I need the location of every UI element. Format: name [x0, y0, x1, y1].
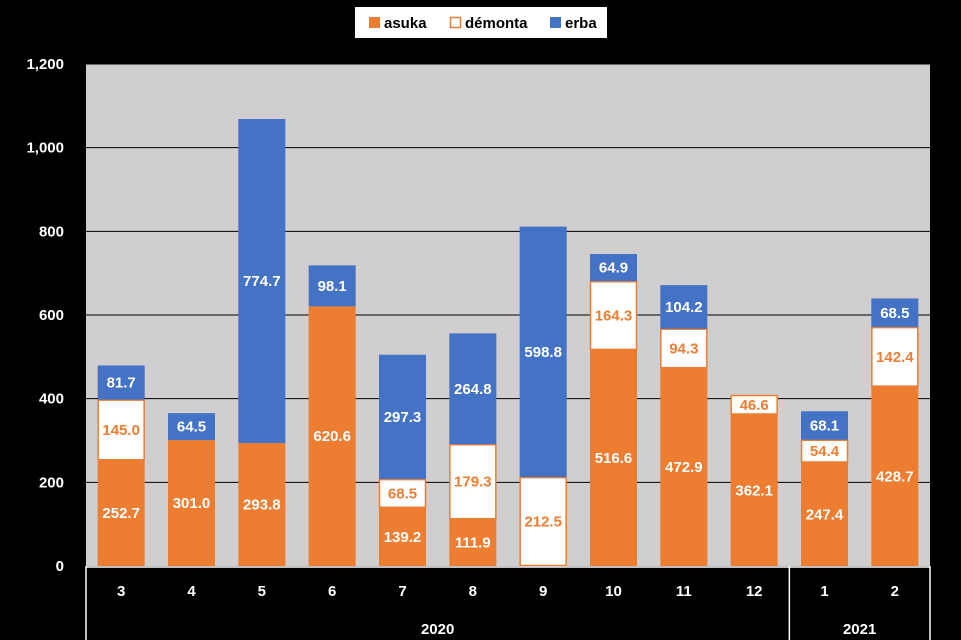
bar-erba-5	[238, 119, 286, 444]
bar-asuka-11	[660, 368, 708, 566]
bar-démonta-2	[871, 326, 919, 387]
y-tick-label-200: 200	[39, 474, 64, 491]
bar-démonta-3	[97, 399, 145, 461]
data-label-erba-4: 64.5	[177, 419, 206, 436]
legend-box	[355, 7, 607, 38]
data-label-démonta-7: 68.5	[388, 485, 417, 502]
data-label-asuka-12: 362.1	[735, 482, 773, 499]
data-label-erba-6: 98.1	[318, 278, 347, 295]
year-label-2021: 2021	[843, 621, 876, 638]
data-label-asuka-5: 293.8	[243, 497, 281, 514]
data-label-démonta-11: 94.3	[669, 340, 698, 357]
legend-swatch-erba	[550, 17, 561, 28]
data-label-démonta-8: 179.3	[454, 474, 492, 491]
data-label-asuka-1: 247.4	[806, 506, 844, 523]
bar-démonta-1	[800, 439, 849, 463]
bar-démonta-11	[660, 328, 708, 369]
data-label-erba-2: 68.5	[880, 305, 909, 322]
data-label-démonta-9: 212.5	[524, 514, 562, 531]
x-tick-label-8: 8	[469, 583, 477, 600]
x-tick-label-10: 10	[605, 583, 622, 600]
data-label-démonta-2: 142.4	[876, 349, 914, 366]
year-label-2020: 2020	[421, 621, 454, 638]
bar-asuka-4	[168, 440, 215, 566]
legend-swatch-asuka	[369, 17, 380, 28]
legend-label-démonta: démonta	[465, 15, 528, 32]
bar-erba-10	[590, 254, 637, 282]
bar-asuka-6	[308, 306, 356, 566]
x-tick-label-9: 9	[539, 583, 547, 600]
data-label-démonta-1: 54.4	[810, 443, 840, 460]
data-label-erba-11: 104.2	[665, 299, 703, 316]
data-label-asuka-3: 252.7	[102, 505, 140, 522]
y-tick-label-400: 400	[39, 391, 64, 408]
bar-démonta-8	[449, 443, 497, 520]
data-label-asuka-7: 139.2	[384, 529, 422, 546]
data-label-erba-5: 774.7	[243, 273, 281, 290]
y-tick-label-1200: 1,200	[26, 56, 64, 73]
data-label-erba-3: 81.7	[107, 375, 136, 392]
bar-erba-7	[379, 354, 426, 480]
data-label-asuka-6: 620.6	[313, 428, 351, 445]
x-tick-label-5: 5	[258, 583, 266, 600]
data-label-asuka-2: 428.7	[876, 468, 914, 485]
data-label-erba-7: 297.3	[384, 409, 422, 426]
bar-erba-8	[449, 333, 497, 445]
bar-asuka-1	[801, 462, 848, 566]
bar-erba-4	[168, 413, 215, 441]
bar-démonta-7	[378, 478, 427, 509]
x-tick-label-2: 2	[891, 583, 899, 600]
bar-asuka-5	[238, 443, 286, 566]
bar-erba-9	[519, 226, 567, 478]
y-tick-label-600: 600	[39, 307, 64, 324]
bar-erba-3	[97, 365, 145, 400]
data-label-erba-10: 64.9	[599, 260, 628, 277]
data-label-asuka-10: 516.6	[595, 450, 633, 467]
x-tick-label-3: 3	[117, 583, 125, 600]
bar-erba-6	[308, 265, 356, 307]
legend-label-erba: erba	[565, 15, 597, 32]
bar-asuka-2	[871, 386, 919, 566]
x-tick-label-1: 1	[820, 583, 828, 600]
x-tick-label-12: 12	[746, 583, 763, 600]
y-tick-label-0: 0	[56, 558, 64, 575]
data-label-démonta-12: 46.6	[740, 397, 769, 414]
bar-erba-1	[801, 411, 848, 440]
data-label-asuka-4: 301.0	[173, 495, 211, 512]
data-label-asuka-8: 111.9	[455, 535, 491, 552]
bar-démonta-12	[730, 394, 778, 415]
data-label-erba-9: 598.8	[524, 344, 562, 361]
legend-label-asuka: asuka	[384, 15, 427, 32]
x-tick-label-4: 4	[187, 583, 196, 600]
bar-démonta-9	[519, 476, 567, 567]
data-label-erba-8: 264.8	[454, 381, 492, 398]
y-tick-label-1000: 1,000	[26, 140, 64, 157]
legend-swatch-démonta	[449, 16, 462, 29]
data-label-asuka-11: 472.9	[665, 459, 703, 476]
bar-asuka-12	[730, 414, 778, 566]
bar-asuka-7	[379, 507, 426, 566]
data-label-démonta-10: 164.3	[595, 308, 633, 325]
x-tick-label-6: 6	[328, 583, 336, 600]
bar-erba-11	[660, 285, 708, 329]
bar-démonta-10	[589, 280, 638, 351]
x-tick-label-7: 7	[398, 583, 406, 600]
data-label-démonta-3: 145.0	[102, 422, 140, 439]
bar-asuka-3	[97, 460, 145, 566]
x-tick-label-11: 11	[676, 583, 692, 600]
bar-asuka-8	[449, 519, 497, 566]
bar-asuka-10	[590, 349, 637, 566]
y-tick-label-800: 800	[39, 223, 64, 240]
data-label-erba-1: 68.1	[810, 418, 839, 435]
bar-erba-2	[871, 298, 919, 328]
